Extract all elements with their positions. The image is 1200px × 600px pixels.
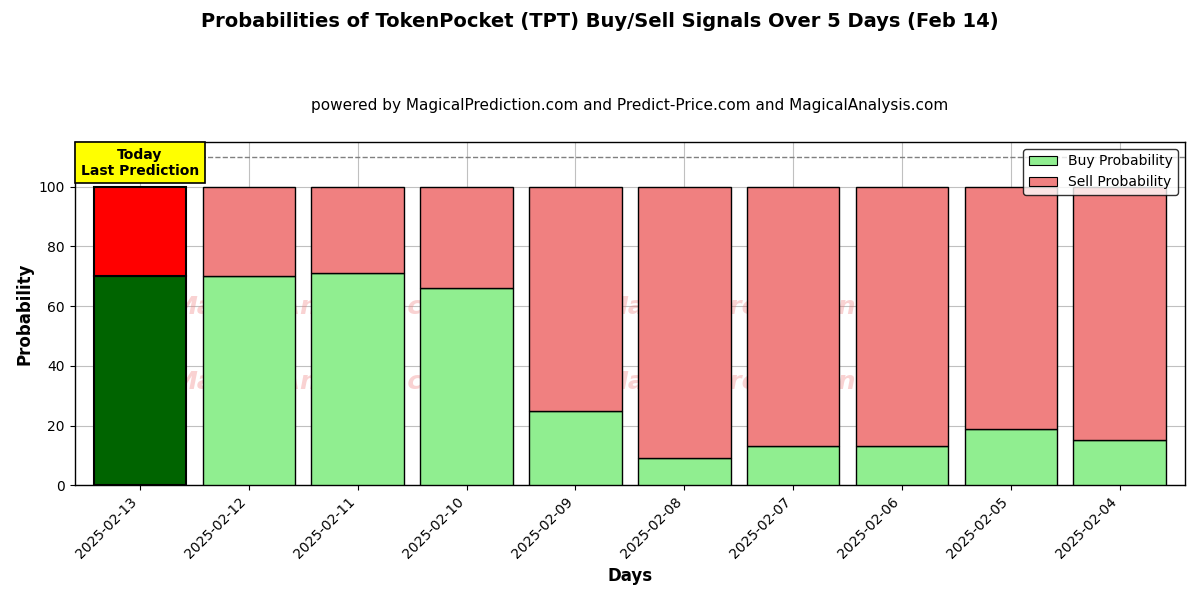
Bar [638, 458, 731, 485]
Legend: Buy Probability, Sell Probability: Buy Probability, Sell Probability [1024, 149, 1178, 195]
Bar [312, 273, 404, 485]
Text: Probabilities of TokenPocket (TPT) Buy/Sell Signals Over 5 Days (Feb 14): Probabilities of TokenPocket (TPT) Buy/S… [202, 12, 998, 31]
Bar [638, 187, 731, 458]
Text: Today
Last Prediction: Today Last Prediction [80, 148, 199, 178]
Text: MagicalPrediction.com: MagicalPrediction.com [604, 370, 923, 394]
Bar [94, 187, 186, 276]
Bar [529, 410, 622, 485]
Bar [1074, 187, 1166, 440]
Bar [746, 446, 839, 485]
Bar [1074, 440, 1166, 485]
Text: MagicalPrediction.com: MagicalPrediction.com [604, 295, 923, 319]
Y-axis label: Probability: Probability [16, 262, 34, 365]
Bar [94, 276, 186, 485]
X-axis label: Days: Days [607, 567, 653, 585]
Text: MagicalAnalysis.com: MagicalAnalysis.com [173, 295, 466, 319]
Bar [965, 428, 1057, 485]
Bar [965, 187, 1057, 428]
Bar [746, 187, 839, 446]
Bar [420, 187, 512, 288]
Bar [856, 446, 948, 485]
Bar [203, 187, 295, 276]
Bar [856, 187, 948, 446]
Bar [529, 187, 622, 410]
Text: MagicalAnalysis.com: MagicalAnalysis.com [173, 370, 466, 394]
Bar [420, 288, 512, 485]
Bar [203, 276, 295, 485]
Bar [312, 187, 404, 273]
Title: powered by MagicalPrediction.com and Predict-Price.com and MagicalAnalysis.com: powered by MagicalPrediction.com and Pre… [311, 98, 948, 113]
